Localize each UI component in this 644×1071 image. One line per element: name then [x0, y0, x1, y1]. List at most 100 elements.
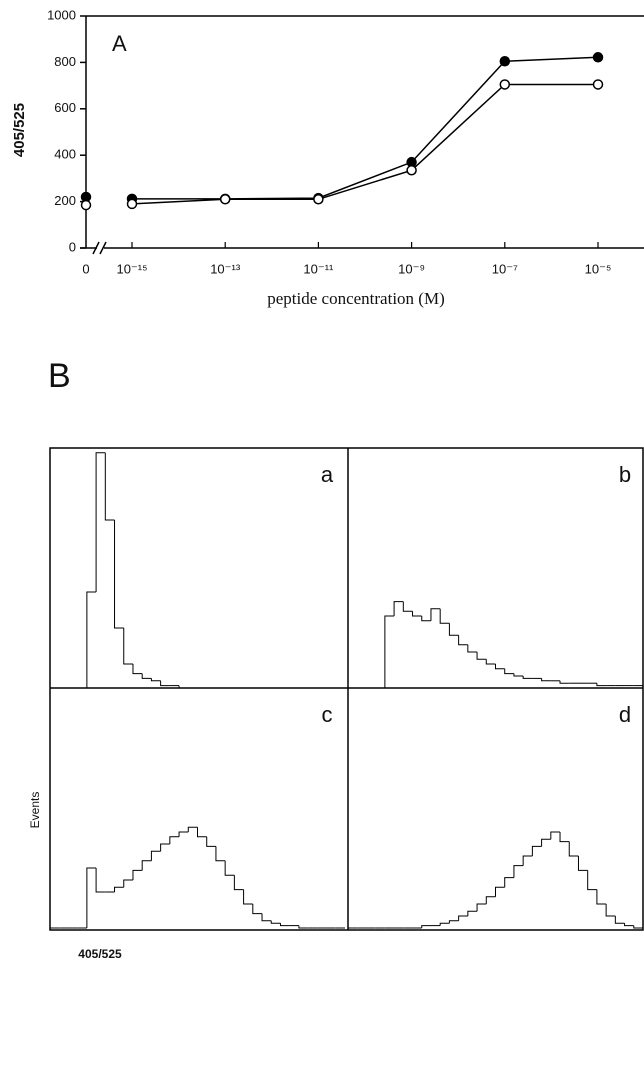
histogram-bin [577, 856, 588, 871]
histogram-bin [233, 875, 244, 891]
histogram-bin [123, 879, 133, 888]
histogram-bin [160, 680, 170, 687]
panel-letter: d [619, 702, 631, 727]
y-tick-label: 200 [54, 193, 76, 208]
histogram-bin [495, 886, 505, 897]
data-point [219, 194, 231, 205]
histogram-bin [485, 896, 496, 904]
histogram-bin [243, 889, 253, 905]
y-tick-label: 0 [69, 239, 76, 254]
histogram-bin [104, 452, 115, 521]
x-tick-label: 10⁻¹¹ [303, 261, 334, 276]
histogram-bin [270, 920, 281, 924]
histogram-bin [150, 850, 161, 861]
histogram-bin [132, 869, 143, 880]
histogram-bin [160, 843, 170, 852]
x-tick-label: 10⁻¹⁵ [116, 261, 147, 276]
panel-letter: c [322, 702, 333, 727]
histogram-bin [439, 922, 450, 926]
histogram-bin [298, 925, 309, 929]
histogram-bin [476, 903, 487, 912]
series-line [131, 83, 598, 205]
histogram-bin [596, 683, 607, 687]
histogram-bin [458, 635, 468, 646]
histogram-bin [596, 889, 607, 905]
x-tick-label: 10⁻¹³ [210, 261, 241, 276]
data-point [80, 199, 92, 211]
y-tick-label: 1000 [47, 7, 76, 22]
panel-letter: a [321, 462, 334, 487]
histogram-bin [504, 877, 514, 888]
histogram-bin [633, 925, 643, 929]
histogram-bin [169, 836, 180, 844]
histogram-bin [614, 916, 625, 924]
histogram-bin [141, 673, 152, 679]
histogram-bin [95, 452, 106, 592]
x-axis-label: peptide concentration (M) [267, 289, 445, 308]
histogram-bin [421, 925, 431, 928]
histogram-bin [605, 904, 616, 917]
data-point [406, 165, 417, 176]
histogram-bin [550, 831, 561, 840]
histogram-bin [448, 920, 459, 924]
histogram-bin [412, 611, 422, 617]
histogram-bin [279, 923, 290, 927]
data-point [313, 194, 324, 205]
histogram-bin [95, 868, 106, 893]
series-line [132, 56, 599, 200]
histogram-bin [224, 860, 235, 876]
histogram-bin [178, 685, 189, 689]
histogram-bin [559, 680, 570, 684]
histogram-bin [504, 668, 514, 675]
histogram-bin [178, 831, 189, 837]
histogram-bin [467, 910, 478, 916]
x-tick-label: 10⁻⁹ [398, 261, 425, 276]
y-tick-label: 600 [54, 100, 76, 115]
histogram-bin [430, 608, 441, 621]
histogram-bin [123, 628, 133, 665]
histogram-bin [114, 886, 124, 892]
histogram-bin [141, 860, 152, 871]
y-axis-label: Events [28, 792, 42, 829]
panel-label: A [112, 31, 127, 56]
data-point [126, 198, 138, 210]
histogram-bin [522, 855, 533, 866]
histogram-bin [531, 845, 542, 856]
histogram-bin [421, 616, 431, 622]
histogram-bin [467, 644, 478, 653]
histogram-bin [559, 832, 570, 843]
histogram-bin [187, 826, 198, 832]
histogram-bin [86, 591, 97, 688]
x-tick-label: 10⁻⁵ [585, 261, 612, 276]
histogram-bin [215, 846, 226, 862]
histogram-bin [513, 865, 524, 878]
data-point [499, 55, 511, 67]
histogram-bin [624, 923, 634, 927]
histogram-bin [495, 664, 505, 670]
histogram-bin [402, 601, 413, 612]
panel-letter: b [619, 462, 631, 487]
x-tick-label: 0 [82, 261, 89, 276]
x-tick-label: 10⁻⁷ [492, 261, 518, 276]
panel-title: B [48, 357, 71, 395]
histogram-bin [458, 915, 468, 921]
y-axis-label: 405/525 [11, 103, 28, 157]
axes [49, 15, 644, 931]
y-tick-label: 800 [54, 54, 76, 69]
histogram-bin [132, 664, 143, 675]
histogram-bin [522, 676, 533, 679]
histogram-bin [485, 659, 496, 665]
histogram-bin [448, 623, 459, 636]
histogram-bin [587, 870, 597, 891]
histogram-bin [261, 913, 272, 922]
histogram-bin [384, 615, 395, 688]
histogram-bin [476, 652, 487, 660]
histogram-bin [206, 836, 216, 847]
x-axis-label: 405/525 [78, 947, 122, 961]
histogram-bin [150, 678, 161, 682]
histogram-bin [439, 608, 450, 624]
data-point [499, 79, 511, 90]
histogram-bin [197, 827, 207, 838]
histogram-bin [393, 601, 404, 616]
